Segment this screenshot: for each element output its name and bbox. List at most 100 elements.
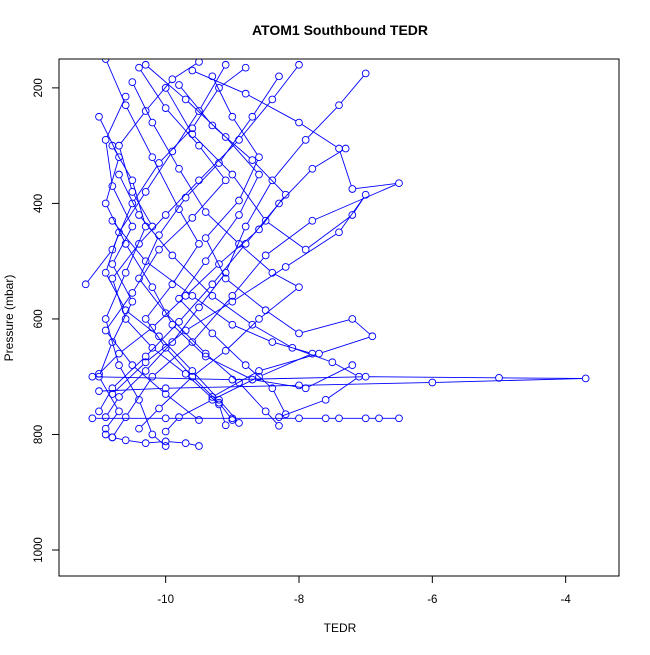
series-segment (315, 149, 343, 168)
series-segment (281, 170, 311, 202)
data-point (141, 107, 150, 115)
data-point (128, 222, 137, 231)
data-point (315, 349, 323, 358)
series-segment (101, 355, 117, 372)
series-segment (95, 376, 229, 380)
series-segment (161, 338, 191, 369)
data-point (295, 60, 303, 69)
series-segment (99, 345, 112, 374)
series-segment (208, 357, 250, 379)
series-segment (106, 160, 119, 201)
series-segment (114, 358, 144, 387)
series-segment (355, 183, 396, 190)
data-point (375, 414, 383, 423)
series-segment (174, 309, 198, 340)
data-series (108, 60, 303, 430)
data-point (275, 199, 283, 208)
data-point (115, 141, 123, 150)
data-point (175, 413, 183, 421)
series-segment (194, 378, 217, 401)
series-segment (220, 402, 238, 421)
data-point (148, 118, 157, 127)
data-point (268, 176, 277, 185)
data-point (161, 384, 170, 393)
series-segment (113, 304, 132, 340)
series-segment (340, 197, 365, 230)
data-point (108, 216, 117, 225)
data-point (188, 367, 197, 375)
data-point (175, 205, 183, 214)
series-segment (133, 194, 152, 224)
data-point (168, 251, 177, 260)
series-segment (140, 238, 158, 276)
series-segment (308, 366, 350, 388)
series-segment (181, 400, 210, 416)
series-segment (201, 141, 237, 179)
y-tick-label: 800 (33, 425, 45, 444)
data-point (188, 214, 197, 222)
series-segment (335, 363, 357, 376)
data-point (268, 338, 277, 346)
series-segment (180, 286, 211, 320)
series-segment (107, 399, 118, 415)
data-point (101, 268, 110, 277)
series-segment (200, 275, 224, 305)
series-segment (161, 219, 191, 248)
series-segment (114, 223, 144, 259)
data-point (108, 274, 117, 283)
data-point (161, 104, 170, 112)
data-point (101, 424, 110, 433)
data-point (135, 211, 143, 219)
data-point (295, 329, 303, 338)
series-segment (120, 177, 138, 213)
data-point (188, 338, 197, 346)
series-segment (228, 280, 264, 309)
data-point (248, 320, 257, 329)
series-segment (115, 437, 123, 440)
data-point (208, 280, 217, 289)
series-segment (200, 148, 224, 178)
series-segment (274, 142, 304, 178)
series-segment (234, 257, 264, 294)
data-point (101, 326, 110, 335)
data-point (281, 190, 290, 199)
data-point (241, 63, 250, 72)
data-point (195, 416, 203, 424)
series-segment (106, 206, 125, 242)
data-point (181, 439, 190, 447)
data-point (328, 358, 337, 367)
data-point (208, 121, 217, 130)
data-point (228, 112, 237, 121)
data-point (221, 60, 230, 69)
data-point (301, 384, 310, 393)
series-segment (168, 395, 197, 419)
series-segment (147, 323, 177, 355)
series-segment (194, 182, 224, 216)
data-point (181, 193, 190, 202)
y-tick-label: 600 (33, 309, 45, 328)
data-point (361, 414, 370, 423)
series-segment (194, 298, 231, 340)
data-point (301, 245, 310, 254)
series-segment (275, 342, 310, 354)
series-segment (221, 231, 257, 263)
series-segment (87, 252, 111, 282)
series-segment (180, 263, 205, 297)
data-point (135, 63, 143, 72)
series-segment (195, 71, 243, 93)
data-point (335, 101, 343, 110)
data-point (108, 182, 117, 190)
series-segment (161, 378, 191, 407)
series-segment (187, 101, 224, 135)
data-series (141, 60, 290, 419)
series-segment (147, 344, 171, 369)
data-point (221, 274, 230, 283)
data-point (175, 294, 183, 303)
y-tick-label: 200 (33, 78, 45, 97)
data-point (161, 442, 170, 450)
series-segment (169, 441, 183, 444)
data-series (101, 63, 230, 424)
series-segment (282, 400, 323, 417)
series-segment (275, 273, 297, 286)
data-point (141, 367, 150, 375)
